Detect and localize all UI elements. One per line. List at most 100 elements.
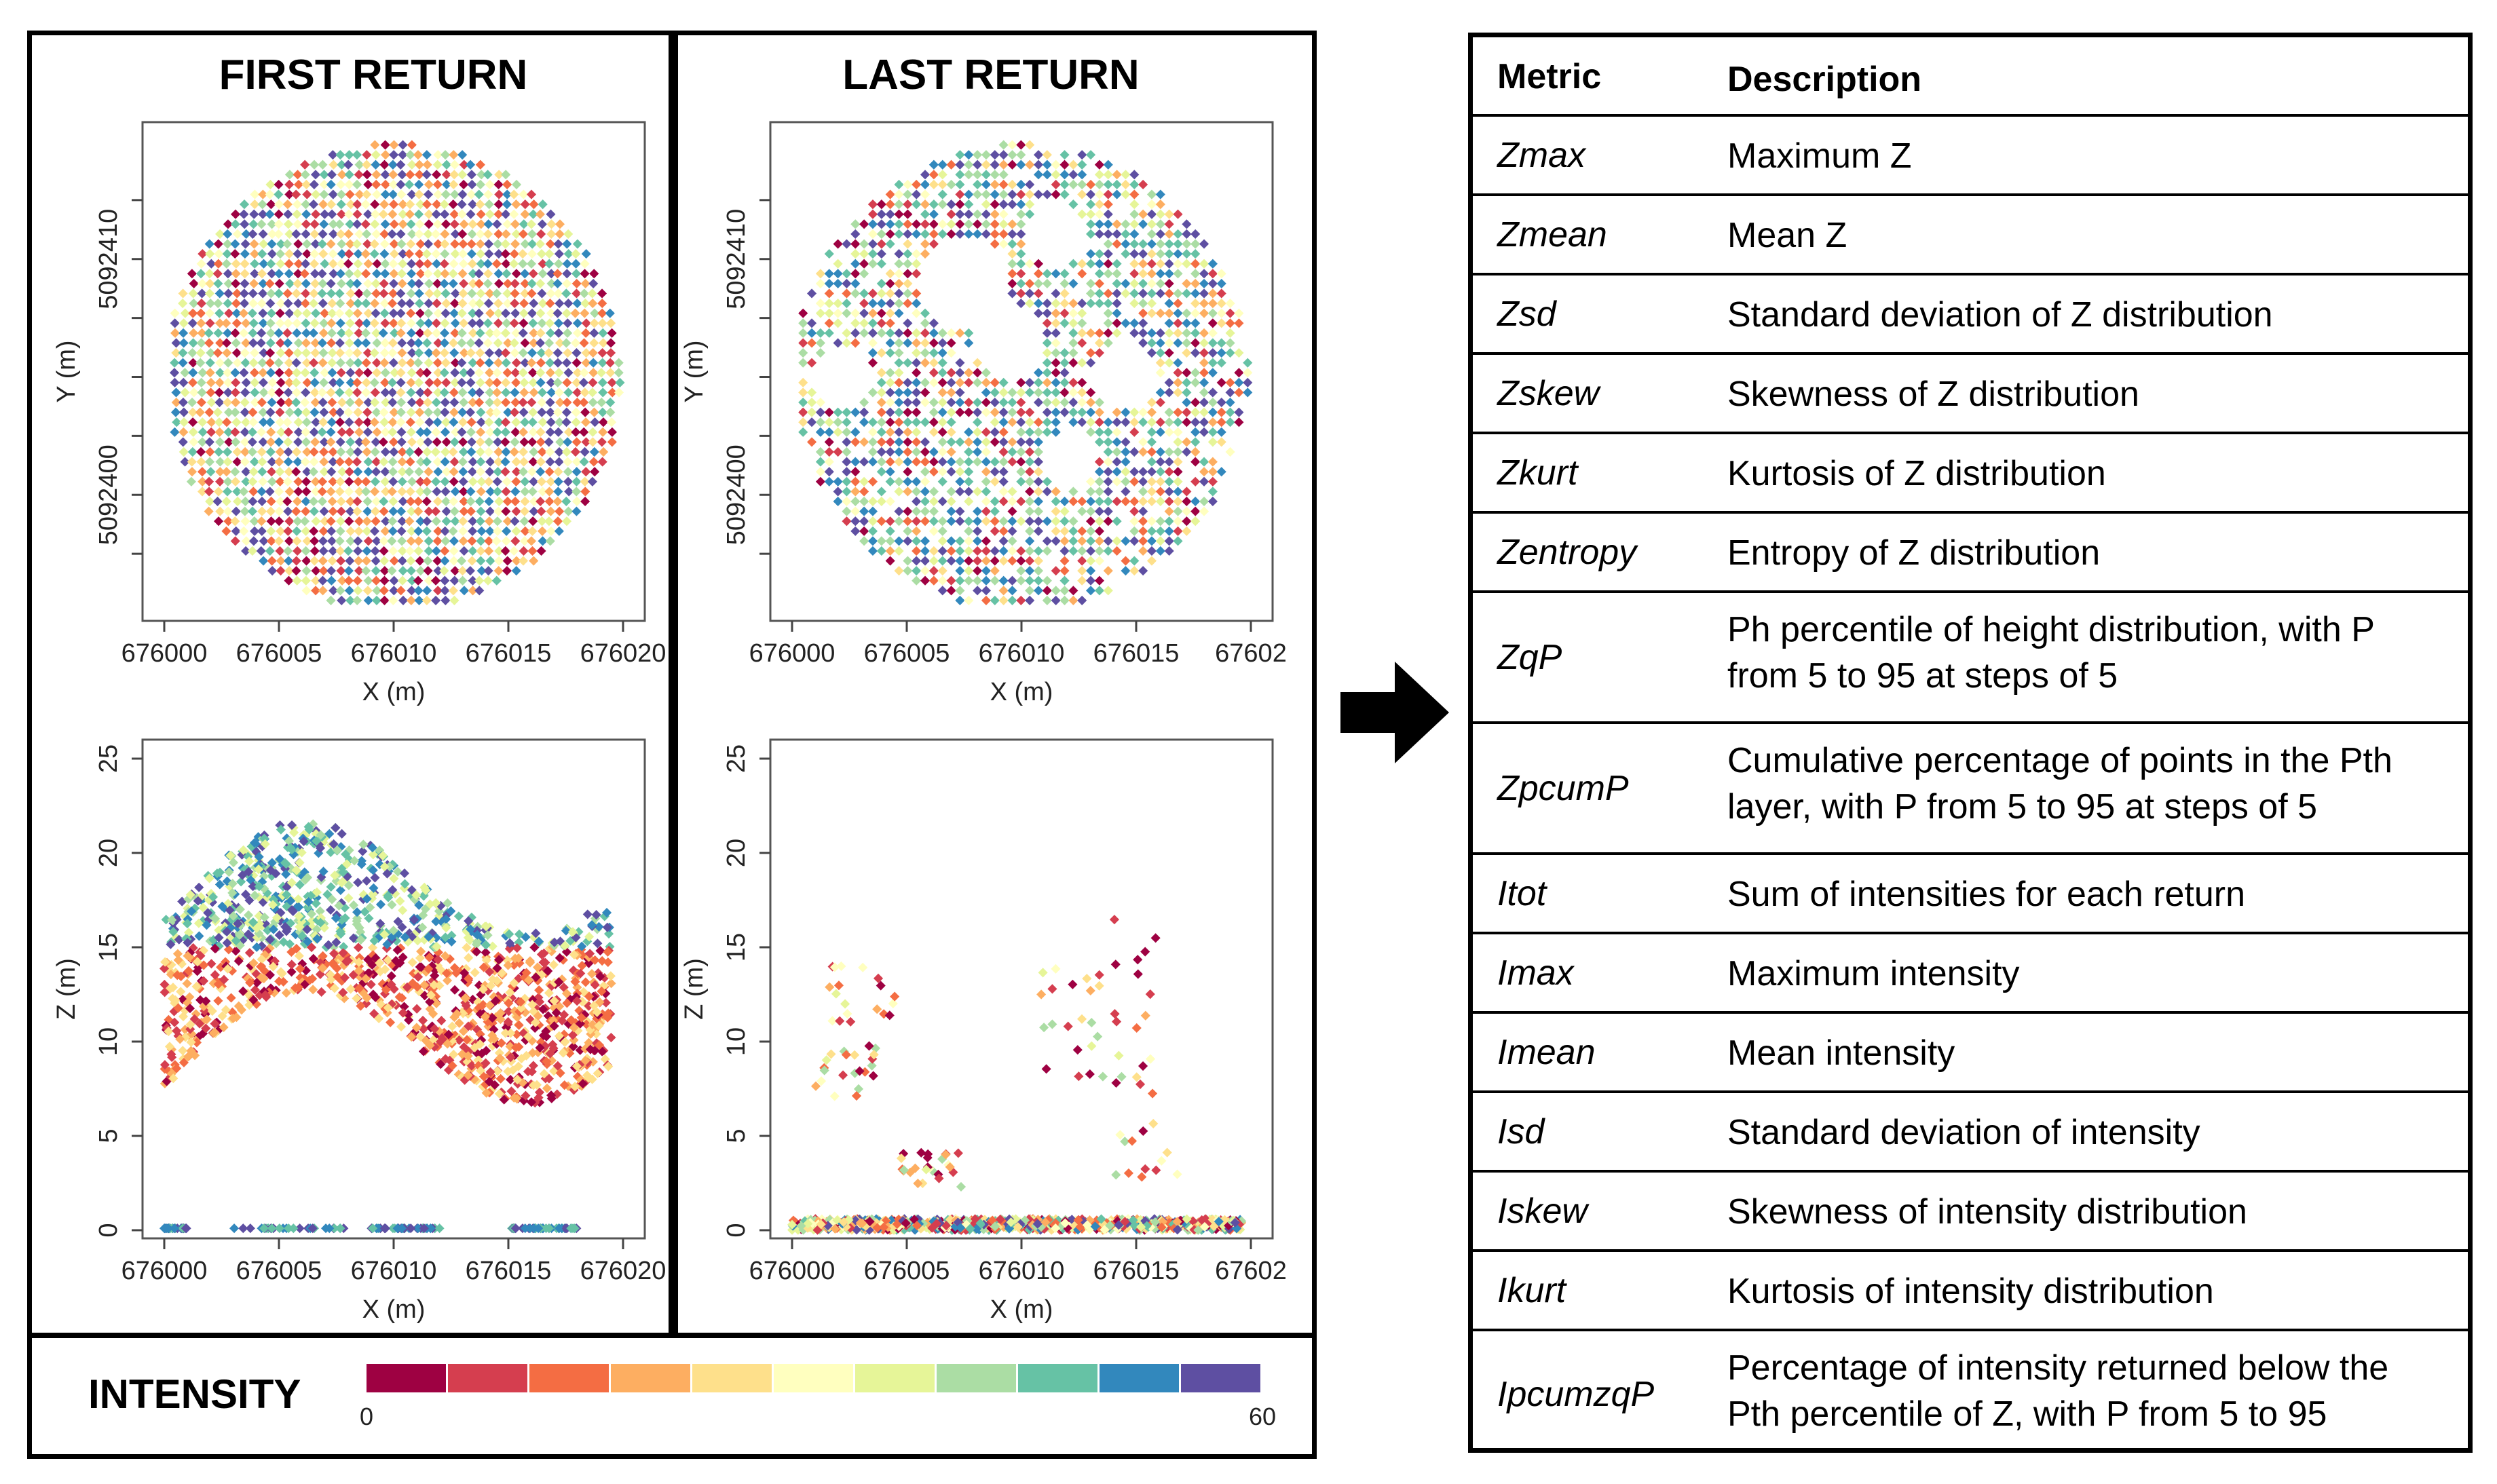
x-tick-label: 676010 <box>351 1257 437 1285</box>
data-point <box>474 1003 484 1013</box>
data-point <box>1182 526 1192 536</box>
data-point <box>169 368 180 378</box>
data-point <box>343 575 354 586</box>
data-point <box>399 868 410 879</box>
data-point <box>372 358 382 368</box>
data-point <box>920 575 931 586</box>
data-point <box>567 927 578 937</box>
data-point <box>501 170 511 180</box>
data-point <box>581 249 591 259</box>
data-point <box>443 975 453 986</box>
data-point <box>231 338 241 348</box>
data-point <box>370 199 380 210</box>
data-point <box>335 308 345 318</box>
data-point <box>319 189 329 199</box>
data-point <box>1094 288 1104 299</box>
data-point <box>236 877 246 887</box>
data-point <box>1164 259 1174 269</box>
data-point <box>179 377 189 387</box>
data-point <box>423 397 433 408</box>
x-axis-label: X (m) <box>362 1295 426 1324</box>
data-point <box>1094 278 1104 288</box>
data-point <box>1164 269 1174 279</box>
data-point <box>903 566 913 576</box>
data-point <box>1025 546 1035 556</box>
data-point <box>894 299 904 309</box>
data-point <box>937 229 947 239</box>
data-point <box>1216 338 1226 348</box>
data-point <box>214 879 225 890</box>
data-point <box>335 407 345 417</box>
data-point <box>301 358 312 368</box>
data-point <box>415 328 425 338</box>
data-point <box>326 467 337 477</box>
data-point <box>519 318 529 328</box>
data-point <box>964 566 974 576</box>
data-point <box>316 917 326 928</box>
data-point <box>560 1037 570 1047</box>
data-point <box>311 417 321 427</box>
data-point <box>491 995 501 1006</box>
data-point <box>265 437 276 447</box>
data-point <box>1086 209 1096 219</box>
data-point <box>568 1042 578 1052</box>
data-point <box>537 446 547 457</box>
data-point <box>1068 308 1078 318</box>
data-point <box>527 347 538 358</box>
data-point <box>189 387 199 398</box>
x-tick-label: 676020 <box>580 1257 667 1285</box>
data-point <box>240 890 251 900</box>
data-point <box>579 427 589 437</box>
data-point <box>388 437 398 447</box>
data-point <box>842 427 852 437</box>
data-point <box>502 566 512 576</box>
data-point <box>196 377 206 387</box>
data-point <box>309 269 320 279</box>
data-point <box>1016 150 1026 160</box>
data-point <box>998 219 1009 229</box>
data-point <box>326 516 336 527</box>
data-point <box>1059 368 1070 378</box>
data-point <box>370 209 381 219</box>
data-point <box>248 318 259 328</box>
data-point <box>501 259 511 269</box>
data-point <box>449 575 459 586</box>
data-point <box>1094 179 1104 190</box>
data-point <box>198 278 208 288</box>
data-point <box>502 288 512 299</box>
data-point <box>1207 328 1218 338</box>
data-point <box>468 397 478 408</box>
data-point <box>386 979 396 989</box>
data-point <box>310 397 320 408</box>
data-point <box>487 1030 497 1040</box>
data-point <box>214 288 225 299</box>
data-point <box>520 496 530 507</box>
data-point <box>299 836 309 847</box>
data-point <box>409 915 419 925</box>
data-point <box>588 358 599 368</box>
data-point <box>284 170 295 180</box>
data-point <box>867 249 878 259</box>
data-point <box>859 308 869 318</box>
data-point <box>1033 446 1044 457</box>
data-point <box>562 269 572 279</box>
data-point <box>894 417 904 427</box>
data-point <box>503 407 513 417</box>
data-point <box>267 387 277 398</box>
data-point <box>503 278 513 288</box>
data-point <box>352 269 363 279</box>
data-point <box>380 318 390 328</box>
data-point <box>284 368 294 378</box>
data-point <box>579 338 589 348</box>
point-cloud <box>169 140 625 606</box>
data-point <box>510 427 521 437</box>
data-point <box>302 377 312 387</box>
data-point <box>1121 417 1131 427</box>
data-point <box>552 407 563 417</box>
data-point <box>1051 377 1061 387</box>
data-point <box>371 506 381 516</box>
data-point <box>450 368 460 378</box>
data-point <box>998 407 1009 417</box>
data-point <box>493 955 504 965</box>
data-point <box>411 890 421 900</box>
